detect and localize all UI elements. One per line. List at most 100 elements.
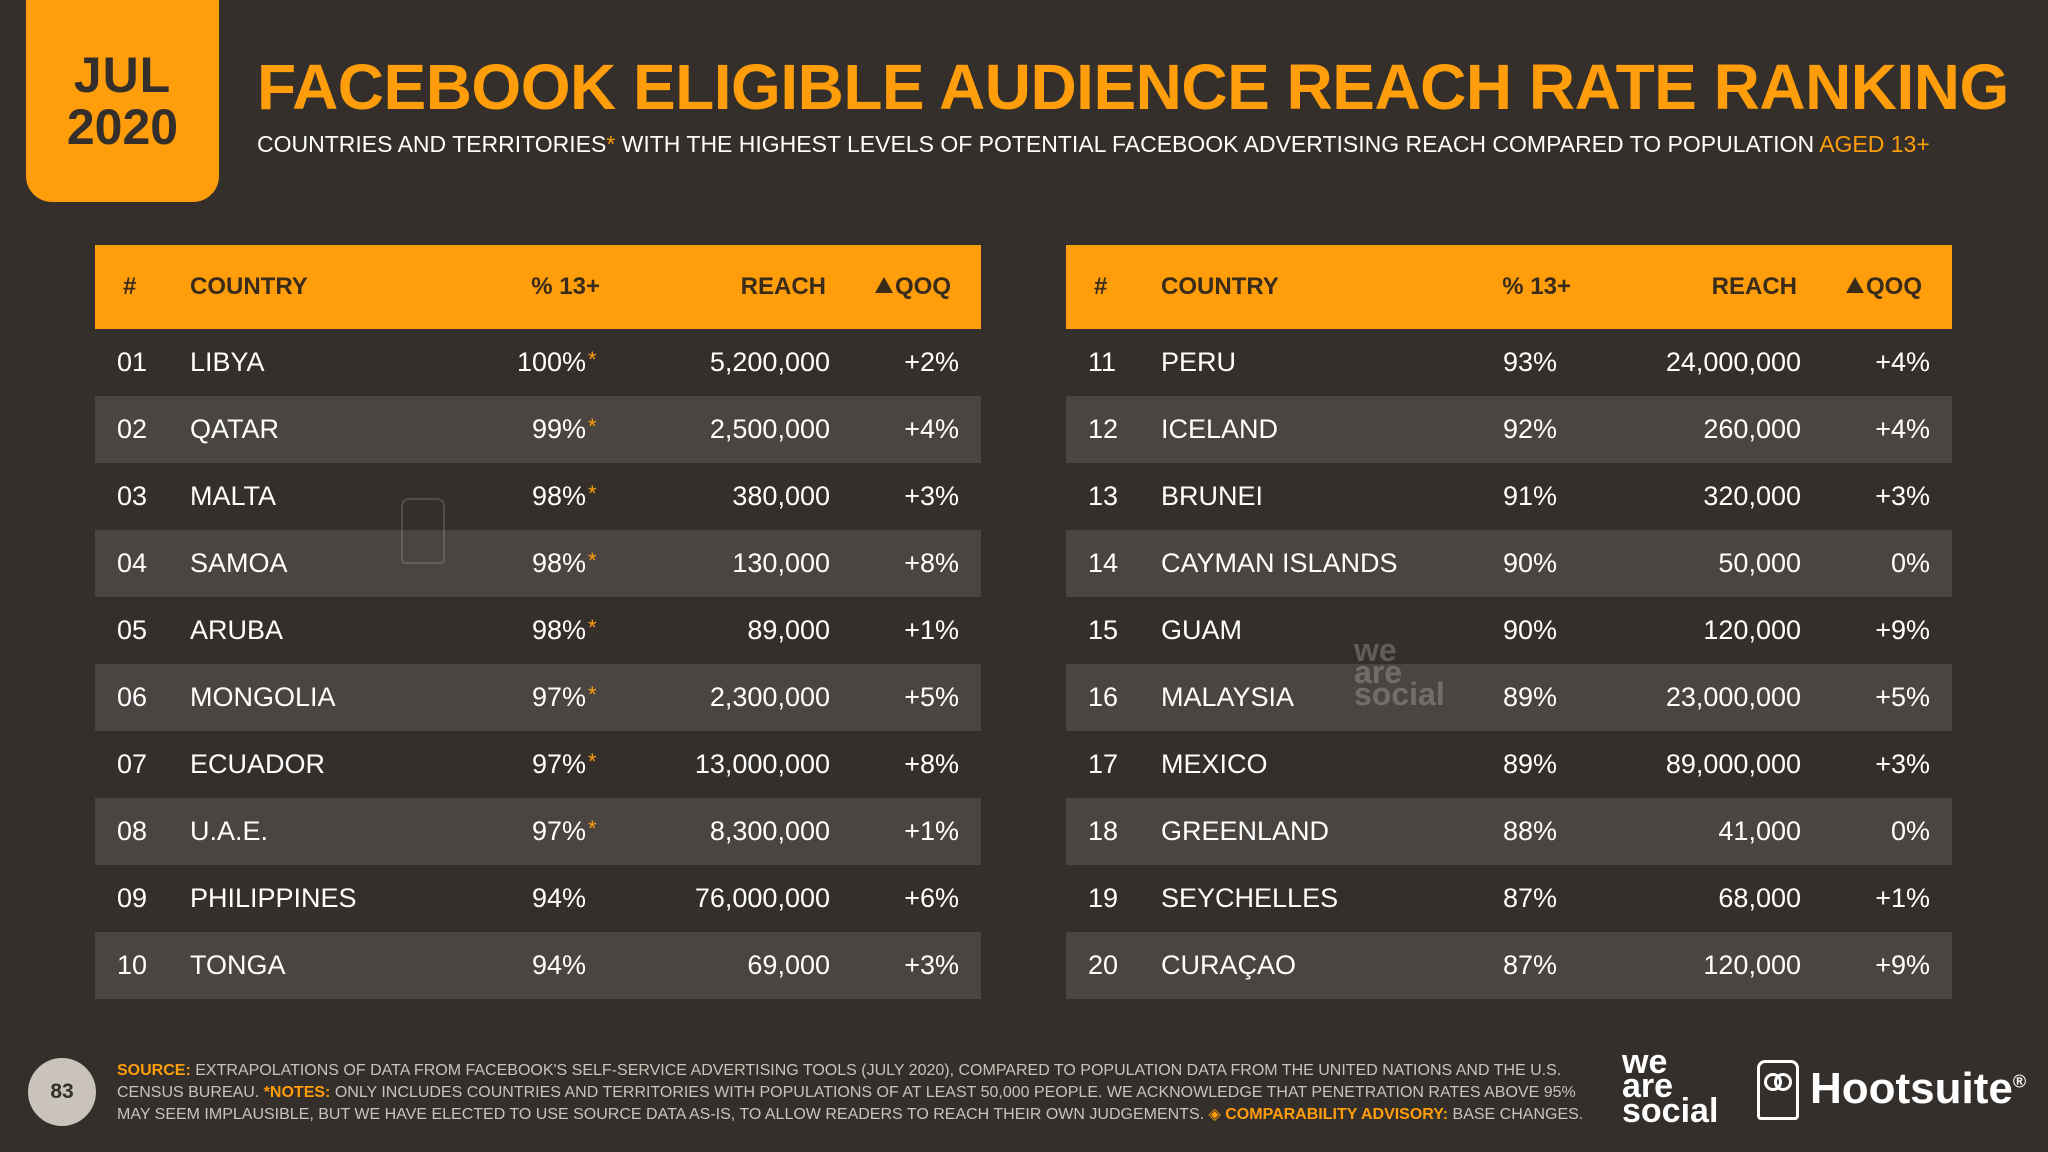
pct-value: 88% xyxy=(1502,816,1557,846)
country-cell: CAYMAN ISLANDS xyxy=(1161,548,1398,578)
footnote: SOURCE: EXTRAPOLATIONS OF DATA FROM FACE… xyxy=(117,1060,1597,1126)
table-row: 13 BRUNEI 91% 320,000 +3% xyxy=(1066,463,1952,530)
pct-value: 92% xyxy=(1502,414,1557,444)
qoq-cell: 0% xyxy=(1890,816,1930,846)
badge-month: JUL xyxy=(73,46,172,103)
pct-value: 97% xyxy=(531,816,586,846)
pct-cell: 93% xyxy=(1451,347,1571,378)
pct-asterisk: * xyxy=(588,816,597,841)
qoq-cell: +3% xyxy=(904,950,959,980)
table-header: # COUNTRY % 13+ REACH QOQ xyxy=(1066,245,1952,329)
country-cell: U.A.E. xyxy=(190,816,269,846)
rank-cell: 11 xyxy=(1088,347,1117,377)
pct-value: 90% xyxy=(1502,548,1557,578)
country-cell: CURAÇAO xyxy=(1161,950,1297,980)
pct-cell: 100%* xyxy=(480,347,600,378)
country-cell: QATAR xyxy=(190,414,280,444)
country-cell: GREENLAND xyxy=(1161,816,1330,846)
page-subtitle: COUNTRIES AND TERRITORIES* WITH THE HIGH… xyxy=(257,131,1930,158)
qoq-cell: +6% xyxy=(904,883,959,913)
table-row: 09 PHILIPPINES 94% 76,000,000 +6% xyxy=(95,865,981,932)
subtitle-part2: WITH THE HIGHEST LEVELS OF POTENTIAL FAC… xyxy=(615,131,1820,157)
header-country: COUNTRY xyxy=(190,273,308,300)
qoq-cell: +8% xyxy=(904,548,959,578)
table-row: 01 LIBYA 100%* 5,200,000 +2% xyxy=(95,329,981,396)
table-row: 16 MALAYSIA 89% 23,000,000 +5% xyxy=(1066,664,1952,731)
pct-value: 89% xyxy=(1502,682,1557,712)
rank-cell: 02 xyxy=(117,414,148,444)
country-cell: PERU xyxy=(1161,347,1237,377)
rank-cell: 16 xyxy=(1088,682,1119,712)
qoq-cell: +4% xyxy=(1875,347,1930,377)
reach-cell: 76,000,000 xyxy=(694,883,830,913)
rank-cell: 09 xyxy=(117,883,148,913)
header-qoq: QOQ xyxy=(830,273,981,301)
pct-value: 97% xyxy=(531,749,586,779)
pct-cell: 90% xyxy=(1451,615,1571,646)
pct-value: 99% xyxy=(531,414,586,444)
advisory-text: BASE CHANGES. xyxy=(1448,1106,1584,1123)
pct-cell: 97%* xyxy=(480,749,600,780)
reach-cell: 2,500,000 xyxy=(709,414,830,444)
notes-label: *NOTES: xyxy=(263,1084,331,1101)
reach-cell: 89,000 xyxy=(747,615,830,645)
page-title: FACEBOOK ELIGIBLE AUDIENCE REACH RATE RA… xyxy=(257,51,2009,123)
pct-value: 100% xyxy=(516,347,586,377)
country-cell: ARUBA xyxy=(190,615,284,645)
pct-value: 89% xyxy=(1502,749,1557,779)
header-pct: % 13+ xyxy=(531,273,600,300)
qoq-cell: +9% xyxy=(1875,950,1930,980)
country-cell: MEXICO xyxy=(1161,749,1268,779)
table-row: 14 CAYMAN ISLANDS 90% 50,000 0% xyxy=(1066,530,1952,597)
triangle-up-icon xyxy=(1845,277,1864,293)
rank-cell: 18 xyxy=(1088,816,1119,846)
was-line1: we xyxy=(1622,1043,1668,1081)
table-row: 11 PERU 93% 24,000,000 +4% xyxy=(1066,329,1952,396)
pct-value: 93% xyxy=(1502,347,1557,377)
qoq-cell: +1% xyxy=(1875,883,1930,913)
header-reach: REACH xyxy=(1711,273,1797,300)
we-are-social-logo: we are social xyxy=(1622,1043,1718,1129)
triangle-up-icon xyxy=(874,277,893,293)
rank-cell: 15 xyxy=(1088,615,1119,645)
rank-cell: 19 xyxy=(1088,883,1119,913)
qoq-cell: +2% xyxy=(904,347,959,377)
table-row: 19 SEYCHELLES 87% 68,000 +1% xyxy=(1066,865,1952,932)
rank-cell: 13 xyxy=(1088,481,1119,511)
pct-asterisk: * xyxy=(588,414,597,439)
pct-value: 98% xyxy=(531,615,586,645)
reach-cell: 120,000 xyxy=(1703,615,1801,645)
owl-icon xyxy=(401,498,445,564)
table-body-left: 01 LIBYA 100%* 5,200,000 +2% 02 QATAR 99%* 2,500… xyxy=(95,329,981,999)
header-qoq-label: QOQ xyxy=(1865,273,1922,300)
pct-cell: 90% xyxy=(1451,548,1571,579)
reach-cell: 380,000 xyxy=(732,481,830,511)
qoq-cell: +1% xyxy=(904,615,959,645)
qoq-cell: +5% xyxy=(1875,682,1930,712)
pct-cell: 91% xyxy=(1451,481,1571,512)
pct-cell: 87% xyxy=(1451,883,1571,914)
pct-asterisk: * xyxy=(588,347,597,372)
hootsuite-name: Hootsuite xyxy=(1810,1064,2013,1113)
pct-cell: 89% xyxy=(1451,682,1571,713)
qoq-cell: +4% xyxy=(904,414,959,444)
rank-cell: 20 xyxy=(1088,950,1119,980)
reach-cell: 5,200,000 xyxy=(709,347,830,377)
header-pct: % 13+ xyxy=(1502,273,1571,300)
pct-cell: 92% xyxy=(1451,414,1571,445)
subtitle-part1: COUNTRIES AND TERRITORIES xyxy=(257,131,607,157)
rank-cell: 17 xyxy=(1088,749,1119,779)
pct-cell: 98%* xyxy=(480,548,600,579)
source-label: SOURCE: xyxy=(117,1062,191,1079)
pct-value: 91% xyxy=(1502,481,1557,511)
country-cell: BRUNEI xyxy=(1161,481,1264,511)
header-num: # xyxy=(1094,273,1108,300)
rank-cell: 01 xyxy=(117,347,148,377)
rank-cell: 05 xyxy=(117,615,148,645)
qoq-cell: +1% xyxy=(904,816,959,846)
qoq-cell: +8% xyxy=(904,749,959,779)
qoq-cell: +9% xyxy=(1875,615,1930,645)
pct-cell: 97%* xyxy=(480,816,600,847)
reach-cell: 8,300,000 xyxy=(709,816,830,846)
pct-value: 98% xyxy=(531,481,586,511)
